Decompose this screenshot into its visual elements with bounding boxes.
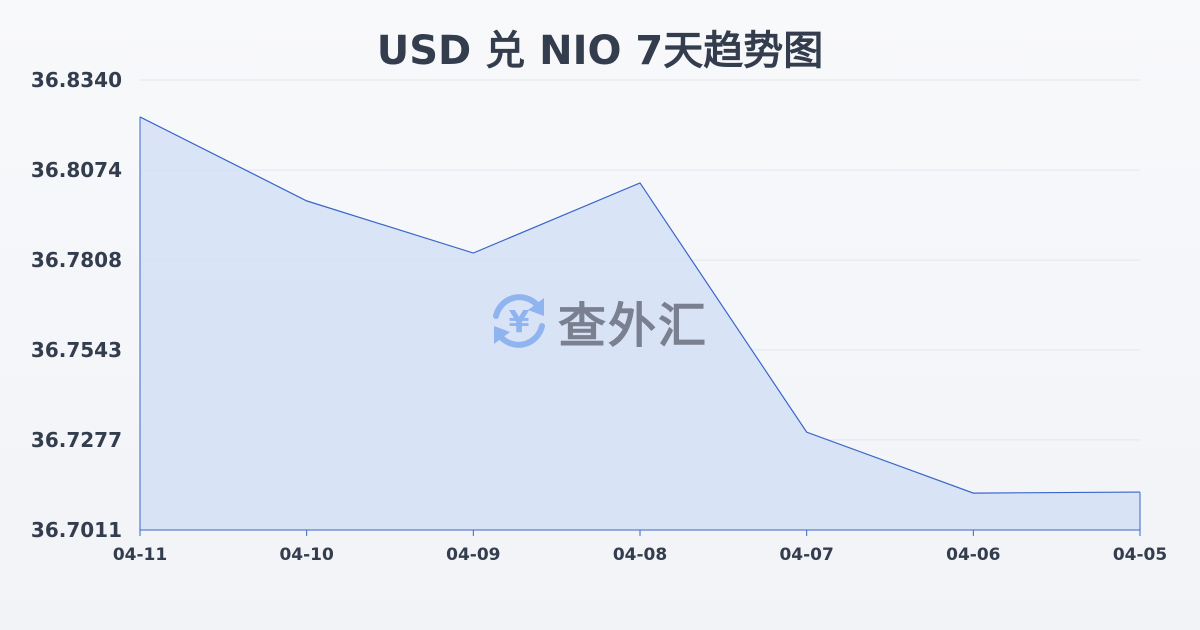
chart-title: USD 兑 NIO 7天趋势图 xyxy=(376,28,824,74)
watermark-icon-symbol: ¥ xyxy=(509,305,530,340)
x-tick-label: 04-09 xyxy=(446,545,500,565)
y-tick-label: 36.8340 xyxy=(31,68,122,92)
x-tick-label: 04-07 xyxy=(779,545,833,565)
x-tick-label: 04-08 xyxy=(613,545,667,565)
y-tick-label: 36.7011 xyxy=(31,518,122,542)
y-tick-label: 36.7277 xyxy=(31,428,122,452)
x-tick-label: 04-06 xyxy=(946,545,1000,565)
x-tick-label: 04-10 xyxy=(279,545,334,565)
watermark: ¥ 查外汇 xyxy=(488,286,708,356)
y-tick-label: 36.7543 xyxy=(31,338,122,362)
x-tick-label: 04-05 xyxy=(1113,545,1167,565)
yen-exchange-icon: ¥ xyxy=(493,294,545,348)
y-tick-label: 36.8074 xyxy=(31,158,122,182)
area-fill xyxy=(140,116,1140,531)
x-tick-label: 04-11 xyxy=(113,545,167,565)
y-tick-label: 36.7808 xyxy=(31,248,122,272)
watermark-text: 查外汇 xyxy=(558,298,709,354)
